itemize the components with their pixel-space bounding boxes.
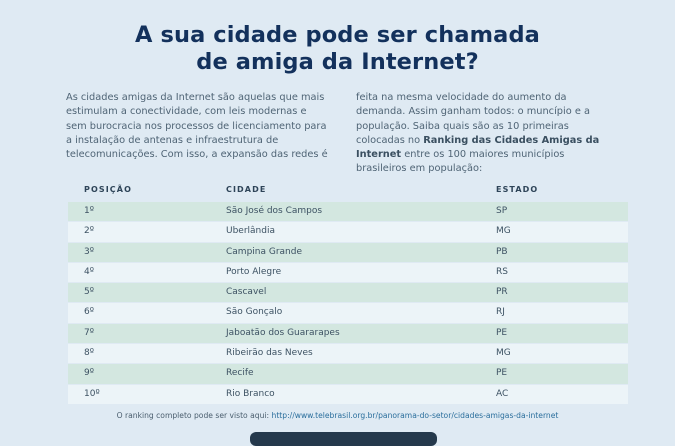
intro-ranking-name: Ranking das Cidades Amigas da Internet xyxy=(356,134,600,161)
table-row: 4º Porto Alegre RS xyxy=(68,262,628,283)
cell-state: MG xyxy=(496,348,511,359)
title-line-1: A sua cidade pode ser chamada xyxy=(135,22,540,48)
cell-position: 9º xyxy=(84,368,94,379)
table-row: 5º Cascavel PR xyxy=(68,283,628,303)
cell-city: Jaboatão dos Guararapes xyxy=(226,327,340,338)
cell-state: PE xyxy=(496,327,508,338)
table-row: 10º Rio Branco AC xyxy=(68,384,628,404)
table-row: 8º Ribeirão das Neves MG xyxy=(68,344,628,364)
cell-position: 10º xyxy=(84,388,100,399)
action-button[interactable] xyxy=(250,432,437,446)
intro-right-text: feita na mesma velocidade do aumento da … xyxy=(356,92,590,146)
intro-paragraph-left: As cidades amigas da Internet são aquela… xyxy=(66,92,328,161)
cell-state: PE xyxy=(496,368,508,379)
cell-position: 2º xyxy=(84,226,94,237)
cell-city: Porto Alegre xyxy=(226,266,282,277)
cell-state: PR xyxy=(496,287,508,298)
table-row: 6º São Gonçalo RJ xyxy=(68,303,628,323)
table-row: 7º Jaboatão dos Guararapes PE xyxy=(68,323,628,344)
cell-position: 3º xyxy=(84,246,94,257)
header-position: POSIÇÃO xyxy=(84,185,132,194)
ranking-link[interactable]: http://www.telebrasil.org.br/panorama-do… xyxy=(271,411,559,420)
table-row: 3º Campina Grande PB xyxy=(68,242,628,262)
cell-position: 7º xyxy=(84,327,94,338)
intro-paragraph-right: feita na mesma velocidade do aumento da … xyxy=(356,91,608,177)
intro-right-text-end: entre os 100 maiores municípios brasilei… xyxy=(356,149,565,175)
cell-city: Ribeirão das Neves xyxy=(226,348,313,359)
title-line-2: de amiga da Internet? xyxy=(196,49,479,75)
table-row: 1º São José dos Campos SP xyxy=(68,202,628,222)
page-title: A sua cidade pode ser chamada de amiga d… xyxy=(0,22,675,76)
cell-state: PB xyxy=(496,246,508,257)
cell-state: RS xyxy=(496,266,508,277)
cell-position: 6º xyxy=(84,307,94,318)
cell-city: Campina Grande xyxy=(226,246,303,257)
cell-state: MG xyxy=(496,226,511,237)
cell-city: Uberlândia xyxy=(226,226,275,237)
cell-city: Recife xyxy=(226,368,254,379)
cell-city: Rio Branco xyxy=(226,388,275,399)
cell-state: AC xyxy=(496,388,509,399)
header-state: ESTADO xyxy=(496,185,539,194)
footer-text: O ranking completo pode ser visto aqui: xyxy=(116,411,272,420)
cell-position: 4º xyxy=(84,266,94,277)
cell-position: 1º xyxy=(84,206,94,216)
header-city: CIDADE xyxy=(226,185,267,194)
ranking-table: 1º São José dos Campos SP 2º Uberlândia … xyxy=(68,202,628,405)
cell-state: RJ xyxy=(496,307,505,318)
table-row: 2º Uberlândia MG xyxy=(68,222,628,242)
cell-state: SP xyxy=(496,206,508,216)
cell-city: Cascavel xyxy=(226,287,267,298)
cell-city: São José dos Campos xyxy=(226,206,323,216)
table-row: 9º Recife PE xyxy=(68,364,628,384)
footer-note: O ranking completo pode ser visto aqui: … xyxy=(0,411,675,420)
cell-city: São Gonçalo xyxy=(226,307,283,318)
cell-position: 8º xyxy=(84,348,94,359)
table-header: POSIÇÃO CIDADE ESTADO xyxy=(68,185,628,199)
cell-position: 5º xyxy=(84,287,94,298)
